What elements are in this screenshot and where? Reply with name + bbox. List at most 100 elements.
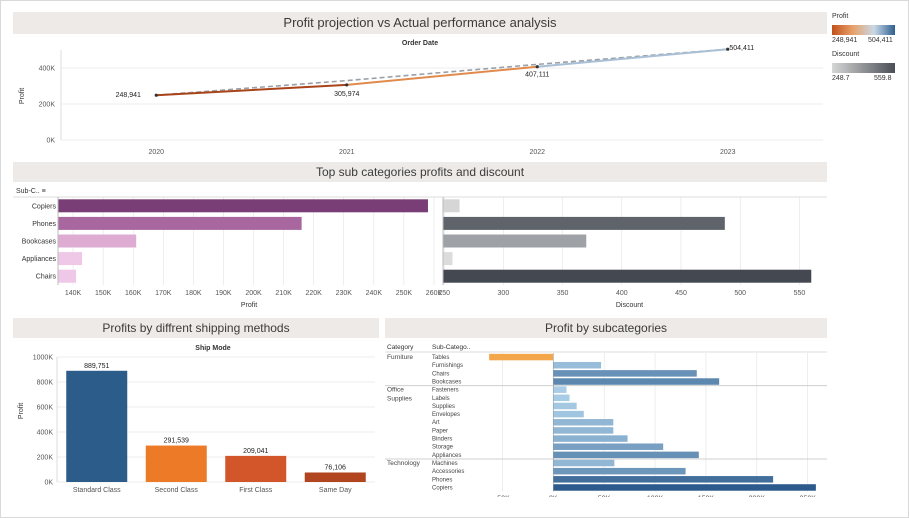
line-ytick-label: 0K (46, 138, 55, 145)
profit-xtick-label: 200K (245, 290, 262, 297)
profit-legend-min: 248,941 (832, 37, 858, 44)
ship-data-label: 209,041 (243, 448, 268, 455)
ship-xtick-label: Standard Class (73, 487, 121, 494)
subcat-bar (553, 427, 614, 434)
line-data-label: 504,411 (729, 45, 754, 52)
discount-legend-max: 559.8 (874, 75, 892, 82)
subcat-item-label: Furnishings (432, 363, 463, 369)
subcat-item-label: Supplies (432, 404, 455, 410)
actual-line-segment (537, 48, 728, 68)
subcat-xtick-label: -50K (495, 496, 510, 497)
subcat-xtick-label: 0K (549, 496, 558, 497)
discount-xtick-label: 500 (734, 290, 746, 297)
profit-xtick-label: 210K (275, 290, 292, 297)
subcat-item-label: Paper (432, 428, 448, 434)
profit-line-chart: Order Date 0K 200K 400K Profit 2020 2021 2022 20… (19, 40, 823, 156)
subcat-item-label: Bookcases (432, 379, 461, 385)
subcat-bar (553, 451, 699, 459)
title-subcat-top: Top sub categories profits and discount (13, 162, 827, 182)
line-xtick-label: 2020 (148, 149, 164, 156)
discount-xtick-label: 450 (675, 290, 687, 297)
actual-point (726, 47, 730, 51)
profit-xtick-label: 260K (426, 290, 443, 297)
profit-bar (58, 252, 83, 266)
subcat-xtick-label: 150K (698, 496, 715, 497)
subcat-xtick-label: 50K (598, 496, 611, 497)
line-ytick-label: 400K (39, 66, 56, 73)
subcat-row-label: Chairs (36, 274, 57, 281)
profit-bar (58, 269, 77, 283)
subcategory-bar-chart: Category Sub-Catego.. -50K 0K 50K 100K 150K 200… (385, 344, 827, 497)
subcat-item-label: Art (432, 420, 440, 426)
actual-point (345, 83, 349, 87)
ship-bar (304, 472, 366, 482)
subcat-item-label: Chairs (432, 371, 449, 377)
subcat-category-label: Supplies (387, 396, 413, 403)
subcat-xtick-label: 250K (800, 496, 817, 497)
profit-xtick-label: 150K (95, 290, 112, 297)
discount-bar (443, 216, 725, 230)
profit-axis-title: Profit (241, 302, 257, 309)
discount-bar (443, 252, 453, 266)
discount-bar (443, 199, 460, 213)
profit-legend-title: Profit (832, 13, 849, 20)
discount-xtick-label: 550 (794, 290, 806, 297)
subcat-bar (553, 484, 816, 491)
profit-xtick-label: 220K (305, 290, 322, 297)
subcat-bar (489, 353, 554, 361)
discount-bar (443, 234, 587, 248)
ship-ytick-label: 200K (37, 455, 54, 462)
subcat-category-label: Office (387, 387, 404, 394)
ship-ytick-label: 1000K (33, 355, 54, 362)
subcat-xtick-label: 200K (749, 496, 766, 497)
profit-xtick-label: 170K (155, 290, 172, 297)
profit-bar (58, 234, 137, 248)
profit-xtick-label: 180K (185, 290, 202, 297)
subcat-bar (553, 419, 614, 426)
subcat-row-label: Bookcases (22, 239, 57, 246)
ship-ytick-label: 800K (37, 380, 54, 387)
discount-xtick-label: 250 (438, 290, 450, 297)
subcat-bar (553, 459, 615, 467)
discount-xtick-label: 350 (557, 290, 569, 297)
actual-line-segment (156, 83, 347, 97)
discount-legend-min: 248.7 (832, 75, 850, 82)
subcat-bar (553, 443, 664, 450)
discount-legend-gradient (832, 63, 895, 73)
discount-bar (443, 269, 812, 283)
subcat-item-label: Binders (432, 437, 452, 443)
subcat-bar (553, 370, 697, 377)
line-chart-header: Order Date (402, 40, 438, 47)
subcat-bar (553, 402, 577, 410)
subcat-item-label: Accessories (432, 469, 464, 475)
actual-point (154, 93, 158, 97)
title-shipping: Profits by diffrent shipping methods (13, 318, 379, 338)
discount-xtick-label: 300 (498, 290, 510, 297)
profit-legend-gradient (832, 25, 895, 35)
line-y-axis-title: Profit (19, 88, 26, 104)
discount-xtick-label: 400 (616, 290, 628, 297)
subcat-bar (553, 467, 686, 475)
line-data-label: 248,941 (116, 92, 141, 99)
subcat-bar (553, 410, 584, 418)
discount-axis-title: Discount (616, 302, 643, 309)
subcat-bar (553, 386, 567, 393)
subcat-subcategory-header: Sub-Catego.. (432, 344, 470, 351)
subcat-row-label: Copiers (32, 203, 57, 210)
line-xtick-label: 2022 (529, 149, 545, 156)
subcat-bar (553, 378, 720, 385)
subcat-item-label: Machines (432, 461, 458, 467)
subcat-item-label: Envelopes (432, 412, 460, 418)
subcat-item-label: Copiers (432, 485, 453, 491)
ship-bar (145, 445, 207, 482)
title-projection: Profit projection vs Actual performance … (13, 12, 827, 34)
ship-ytick-label: 0K (44, 480, 53, 487)
title-subcat-profit: Profit by subcategories (385, 318, 827, 338)
ship-bar (66, 370, 128, 482)
ship-ytick-label: 600K (37, 405, 54, 412)
subcat-item-label: Labels (432, 396, 450, 402)
subcat-row-label: Phones (32, 221, 56, 228)
ship-data-label: 291,539 (164, 438, 189, 445)
profit-legend-max: 504,411 (868, 37, 893, 44)
subcat-item-label: Appliances (432, 453, 461, 459)
